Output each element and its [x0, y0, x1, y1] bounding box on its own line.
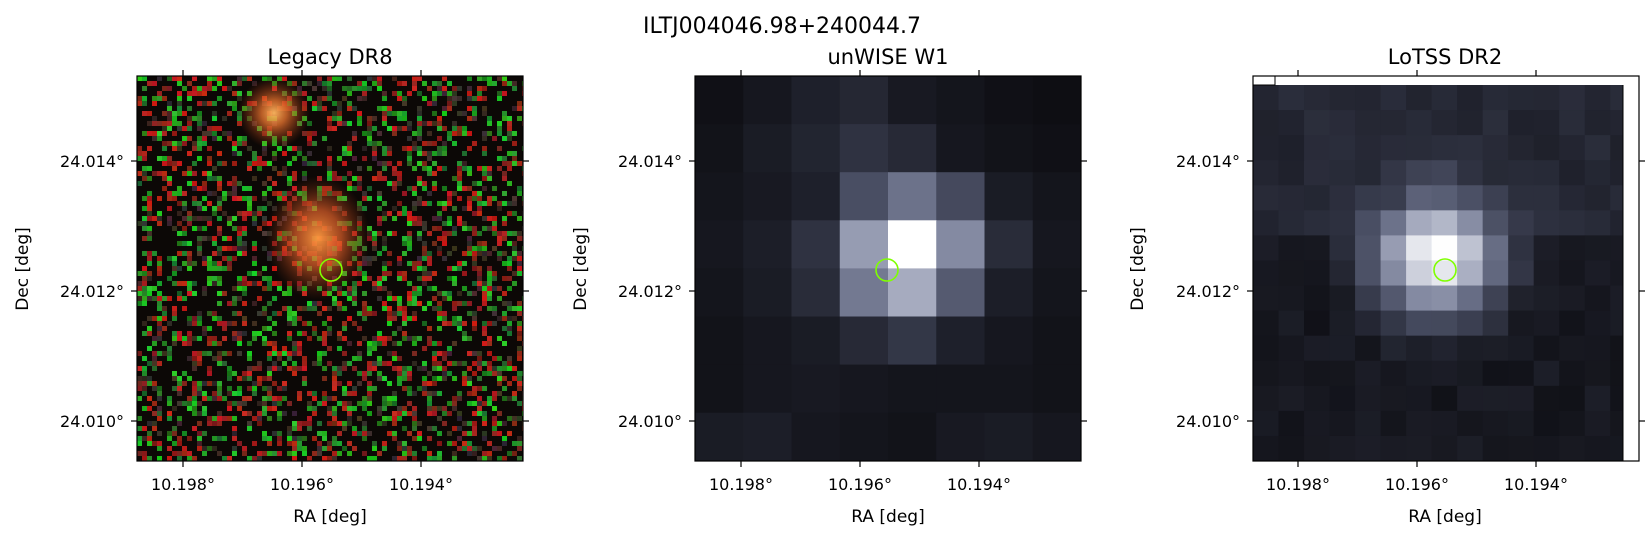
- legacy-image: [136, 75, 524, 462]
- x-tick-label: 10.194°: [389, 475, 453, 494]
- panel-legacy-dr8: Legacy DR8: [13, 45, 529, 527]
- panel-title: LoTSS DR2: [1388, 45, 1502, 69]
- figure-title: ILTJ004046.98+240044.7: [643, 14, 921, 39]
- y-tick-label: 24.014°: [1176, 152, 1240, 171]
- x-tick-label: 10.196°: [1385, 475, 1449, 494]
- y-tick-label: 24.010°: [1176, 412, 1240, 431]
- x-axis-label: RA [deg]: [1408, 507, 1481, 527]
- y-axis-label: Dec [deg]: [13, 227, 33, 311]
- panel-unwise-w1: unWISE W1 10.198° 10.196° 10.194° 24.014…: [571, 45, 1087, 527]
- y-tick-label: 24.014°: [618, 152, 682, 171]
- target-marker: [319, 258, 343, 282]
- x-axis-label: RA [deg]: [851, 507, 924, 527]
- y-tick-label: 24.010°: [60, 412, 124, 431]
- x-tick-label: 10.198°: [709, 475, 773, 494]
- x-tick-label: 10.198°: [1266, 475, 1330, 494]
- y-tick-label: 24.010°: [618, 412, 682, 431]
- target-marker: [875, 258, 899, 282]
- x-tick-label: 10.196°: [828, 475, 892, 494]
- panel-lotss-dr2: LoTSS DR2 10.198° 10.196° 10.194° 24.014…: [1128, 45, 1645, 527]
- x-tick-label: 10.194°: [1504, 475, 1568, 494]
- y-tick-label: 24.012°: [1176, 282, 1240, 301]
- panel-title: Legacy DR8: [267, 45, 392, 69]
- source-blob: [266, 176, 370, 300]
- target-marker: [1433, 258, 1457, 282]
- y-tick-label: 24.012°: [618, 282, 682, 301]
- x-tick-label: 10.196°: [270, 475, 334, 494]
- x-axis-label: RA [deg]: [293, 507, 366, 527]
- x-tick-label: 10.198°: [151, 475, 215, 494]
- y-tick-label: 24.012°: [60, 282, 124, 301]
- y-tick-label: 24.014°: [60, 152, 124, 171]
- lotss-image: [1252, 75, 1640, 462]
- unwise-image: [694, 75, 1082, 462]
- y-axis-label: Dec [deg]: [571, 227, 591, 311]
- x-tick-label: 10.194°: [947, 475, 1011, 494]
- y-axis-label: Dec [deg]: [1128, 227, 1148, 311]
- source-blob: [238, 77, 310, 149]
- panel-title: unWISE W1: [828, 45, 949, 69]
